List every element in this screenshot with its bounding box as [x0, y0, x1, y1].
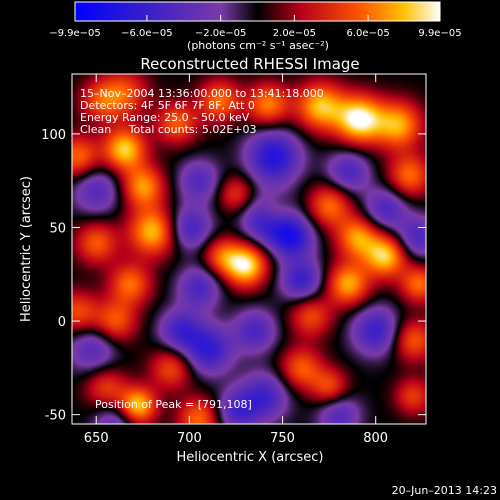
plot-frame [71, 73, 427, 425]
colorbar-tick-label: 2.0e−05 [273, 28, 316, 39]
annotation-detectors: Detectors: 4F 5F 6F 7F 8F, Att 0 [80, 99, 255, 112]
y-axis-label: Heliocentric Y (arcsec) [19, 176, 34, 322]
y-tick-label: 50 [49, 221, 66, 236]
colorbar-tick-label: −9.9e−05 [49, 28, 101, 39]
y-tick-label: 0 [58, 315, 66, 330]
colorbar-tick-label: −2.0e−05 [195, 28, 247, 39]
colorbar-units: (photons cm⁻² s⁻¹ asec⁻²) [187, 39, 329, 52]
y-tick-label: 100 [41, 128, 66, 143]
y-axis-ticks: -50 0 50 100 [41, 128, 426, 424]
x-axis-ticks: 650 700 750 800 [84, 74, 388, 446]
x-axis-label: Heliocentric X (arcsec) [177, 450, 324, 465]
x-tick-label: 800 [363, 431, 388, 446]
x-tick-label: 750 [270, 431, 295, 446]
y-tick-label: -50 [45, 409, 66, 424]
annotation-method: Clean Total counts: 5.02E+03 [80, 123, 257, 136]
chart-title: Reconstructed RHESSI Image [140, 55, 359, 73]
annotation-energy: Energy Range: 25.0 – 50.0 keV [80, 111, 250, 124]
colorbar-tick-label: 6.0e−05 [347, 28, 390, 39]
colorbar-tick-labels: −9.9e−05 −6.0e−05 −2.0e−05 2.0e−05 6.0e−05 9.… [49, 28, 461, 39]
colorbar-tick-label: 9.9e−05 [418, 28, 461, 39]
annotations: 15–Nov–2004 13:36:00.000 to 13:41:18.000… [80, 87, 324, 411]
x-tick-label: 650 [84, 431, 109, 446]
heatmap-image [72, 74, 426, 424]
colorbar-ticks [74, 15, 441, 21]
colorbar-gradient [74, 1, 441, 22]
colorbar-tick-label: −6.0e−05 [121, 28, 173, 39]
colorbar: −9.9e−05 −6.0e−05 −2.0e−05 2.0e−05 6.0e−05 9.… [49, 1, 462, 52]
annotation-time: 15–Nov–2004 13:36:00.000 to 13:41:18.000 [80, 87, 324, 100]
annotation-peak-position: Position of Peak = [791,108] [95, 398, 252, 411]
x-tick-label: 700 [177, 431, 202, 446]
footer-date: 20–Jun–2013 14:23 [392, 484, 497, 497]
plot-area [72, 74, 426, 424]
